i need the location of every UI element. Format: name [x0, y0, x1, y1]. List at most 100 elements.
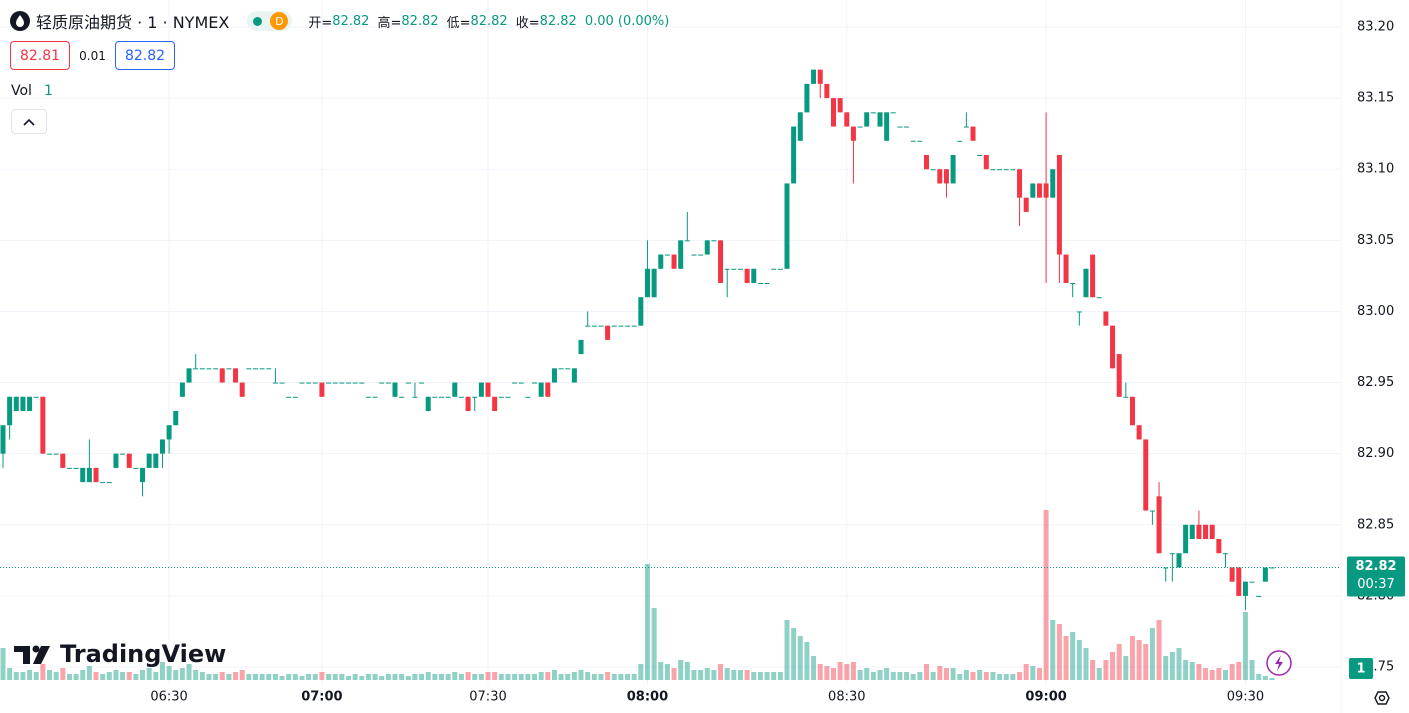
volume-bar [505, 674, 511, 680]
volume-bar [193, 670, 199, 680]
symbol-icon [10, 11, 30, 31]
volume-bar [664, 664, 670, 680]
candle-body [1003, 169, 1009, 171]
candle-body [66, 467, 72, 469]
volume-bar [80, 670, 86, 680]
candle-body [425, 396, 431, 411]
status-badge[interactable]: D [247, 11, 293, 31]
ask-button[interactable]: 82.82 [115, 41, 175, 70]
candle-body [13, 396, 19, 411]
candle-body [146, 453, 152, 468]
candle-body [1110, 325, 1116, 369]
logo: TradingView [14, 640, 226, 668]
x-tick-label: 09:30 [1227, 690, 1264, 705]
candle-body [784, 183, 790, 269]
volume-bar [365, 674, 371, 680]
volume-bar [319, 672, 325, 680]
candle-body [193, 368, 199, 370]
lightning-button[interactable] [1266, 650, 1292, 676]
candle-body [1169, 553, 1175, 555]
candle-body [638, 297, 644, 326]
volume-bar [399, 674, 405, 680]
volume-bar [106, 672, 112, 680]
volume-bar [1229, 664, 1235, 680]
volume-label-box [1349, 658, 1373, 679]
bid-button[interactable]: 82.81 [10, 41, 70, 70]
candle-body [1043, 183, 1049, 198]
candle-body [27, 396, 33, 411]
candle-body [153, 453, 159, 468]
candle-body [1010, 169, 1016, 171]
volume-bar [1216, 668, 1222, 680]
candle-body [1149, 510, 1155, 512]
volume-bar [618, 674, 624, 680]
volume-bar [870, 672, 876, 680]
candle-body [684, 240, 690, 242]
volume-bar [538, 672, 544, 680]
volume-bar [1169, 652, 1175, 680]
candle-body [797, 112, 803, 141]
volume-bar [1209, 670, 1215, 680]
candle-body [246, 368, 252, 370]
volume-bar [1030, 666, 1036, 680]
candle-body [678, 240, 684, 269]
candle-body [518, 382, 524, 384]
volume-bar [1143, 644, 1149, 680]
volume-bar [120, 672, 126, 680]
candle-body [1116, 354, 1122, 397]
volume-bar [651, 608, 657, 680]
price-label-box [1347, 556, 1405, 597]
volume-bar [425, 672, 431, 680]
volume-bar [146, 668, 152, 680]
volume-bar [166, 666, 172, 680]
symbol-title[interactable]: 轻质原油期货 · 1 · NYMEX [36, 13, 230, 32]
candle-body [199, 368, 205, 370]
volume-bar [306, 674, 312, 680]
candle-body [233, 368, 239, 383]
candle-body [777, 268, 783, 270]
badge: D [270, 12, 289, 30]
volume-bar [1090, 660, 1096, 680]
candle-body [1030, 183, 1036, 198]
candle-body [252, 368, 258, 370]
volume-bar [73, 674, 79, 680]
volume-bar [1129, 636, 1135, 680]
volume-bar [1163, 656, 1169, 680]
status-dot [253, 16, 263, 26]
volume-bar [532, 674, 538, 680]
candle-body [179, 382, 185, 397]
spread: 0.01 [79, 48, 106, 63]
candle-body [312, 382, 318, 384]
candle-body [1183, 524, 1189, 554]
volume-bar [1196, 664, 1202, 680]
candle-body [1017, 169, 1023, 198]
collapse-button[interactable] [11, 109, 47, 134]
watermark: TradingView [60, 640, 226, 668]
candle-body [213, 368, 219, 370]
volume-bar [658, 662, 664, 680]
candle-body [571, 368, 577, 383]
candle-body [159, 439, 165, 454]
volume-bar [332, 674, 338, 680]
volume-bar [963, 670, 969, 680]
settings-button[interactable] [1374, 691, 1390, 705]
ohlc-value: 82.82 [470, 13, 508, 29]
candle-body [73, 467, 79, 469]
candle-body [538, 382, 544, 397]
volume-bar [957, 674, 963, 680]
volume-bar [292, 674, 298, 680]
candle-body [365, 396, 371, 398]
volume-bar [744, 670, 750, 680]
candle-body [492, 396, 498, 411]
volume-bar [571, 672, 577, 680]
volume-bar [711, 670, 717, 680]
volume-bar [1136, 640, 1142, 680]
candle-body [1083, 268, 1089, 298]
candle-body [897, 126, 903, 128]
volume-bar [983, 672, 989, 680]
candle-body [399, 396, 405, 398]
volume-bar [1269, 678, 1275, 680]
y-tick-label: 83.00 [1357, 304, 1394, 319]
candle-body [963, 126, 969, 128]
candle-body [1256, 595, 1262, 597]
